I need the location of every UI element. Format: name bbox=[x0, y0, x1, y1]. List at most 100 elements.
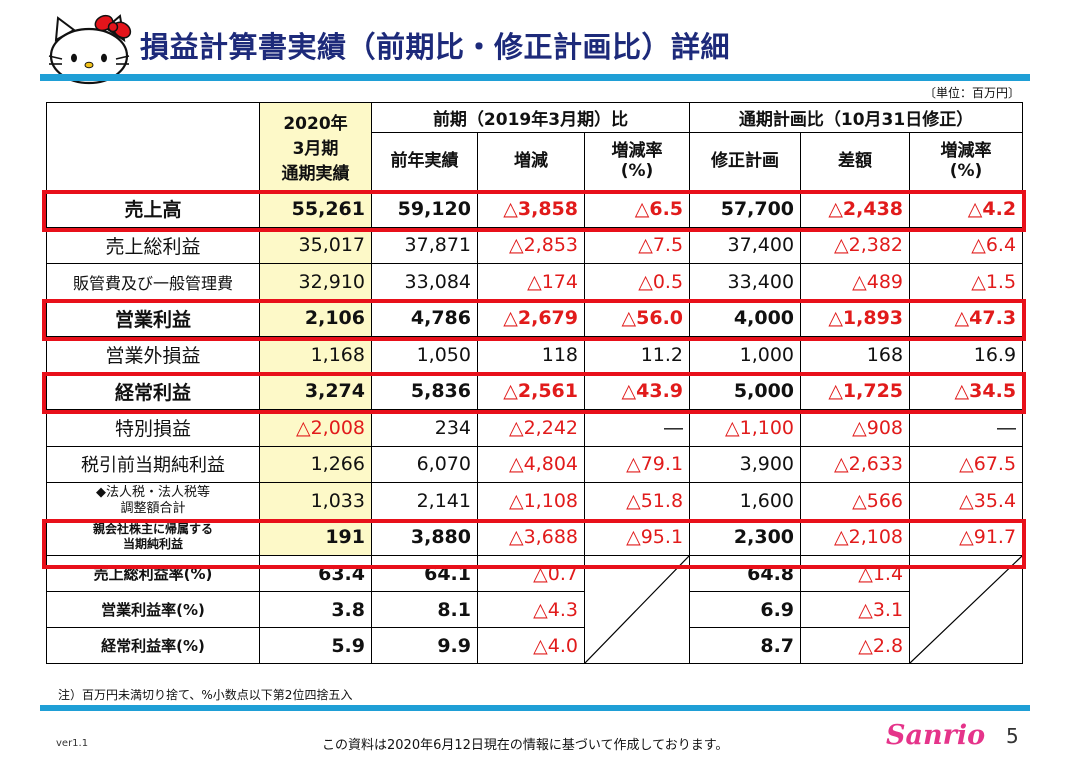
cell-change: △0.7 bbox=[477, 555, 585, 592]
cell-diff: △2.8 bbox=[800, 627, 911, 664]
header-prior-year-group: 前期（2019年3月期）比 bbox=[370, 102, 691, 133]
cell-actual: 1,266 bbox=[259, 445, 372, 483]
cell-actual: 2,106 bbox=[259, 299, 372, 337]
cell-change-rate: 11.2 bbox=[583, 336, 691, 374]
table-row-net-income-parent: 親会社株主に帰属する 当期純利益 191 3,880 △3,688 △95.1 2… bbox=[46, 518, 1024, 556]
row-label: 経常利益 bbox=[46, 372, 260, 410]
table-row-ordinary-margin: 経常利益率(%) 5.9 9.9 △4.0 8.7 △2.8 bbox=[46, 627, 1023, 664]
row-label: 特別損益 bbox=[46, 409, 260, 447]
cell-change-rate: △7.5 bbox=[583, 226, 691, 264]
cell-diff: △1.4 bbox=[800, 555, 911, 592]
title-divider bbox=[40, 74, 1030, 81]
header-difference-rate: 増減率 (%) bbox=[909, 132, 1024, 191]
footnote: 注）百万円未満切り捨て、%小数点以下第2位四捨五入 bbox=[58, 688, 353, 702]
version-label: ver1.1 bbox=[56, 738, 89, 749]
cell-change: △4,804 bbox=[477, 445, 585, 483]
cell-change-rate: △43.9 bbox=[583, 372, 691, 410]
row-label: 営業利益率(%) bbox=[46, 591, 260, 628]
cell-change-rate: △95.1 bbox=[583, 518, 691, 556]
cell-actual: 5.9 bbox=[259, 627, 372, 664]
cell-change-rate: △6.5 bbox=[583, 190, 691, 228]
table-row-gross-profit: 売上総利益 35,017 37,871 △2,853 △7.5 37,400 △… bbox=[46, 226, 1024, 264]
cell-change-rate: ― bbox=[583, 409, 691, 447]
cell-revised: 1,600 bbox=[689, 482, 802, 520]
cell-change-rate: △0.5 bbox=[583, 263, 691, 301]
cell-revised: 8.7 bbox=[689, 627, 802, 664]
cell-actual: 1,033 bbox=[259, 482, 372, 520]
table-row-operating-margin: 営業利益率(%) 3.8 8.1 △4.3 6.9 △3.1 bbox=[46, 591, 1023, 628]
cell-change-rate: △51.8 bbox=[583, 482, 691, 520]
cell-diff: △908 bbox=[800, 409, 911, 447]
income-statement-table: 2020年 3月期 通期実績 前期（2019年3月期）比 通期計画比（10月31日修… bbox=[46, 102, 1024, 664]
unit-label: 〔単位：百万円〕 bbox=[923, 86, 1020, 100]
cell-actual: 35,017 bbox=[259, 226, 372, 264]
cell-revised: △1,100 bbox=[689, 409, 802, 447]
header-difference: 差額 bbox=[800, 132, 911, 191]
row-label: 親会社株主に帰属する 当期純利益 bbox=[46, 518, 260, 556]
cell-diff: 168 bbox=[800, 336, 911, 374]
cell-diff: △1,893 bbox=[800, 299, 911, 337]
cell-actual: △2,008 bbox=[259, 409, 372, 447]
table-row-net-sales: 売上高 55,261 59,120 △3,858 △6.5 57,700 △2,… bbox=[46, 190, 1024, 228]
header-prior-actual: 前年実績 bbox=[371, 132, 478, 191]
table-row-extraordinary: 特別損益 △2,008 234 △2,242 ― △1,100 △908 ― bbox=[46, 409, 1024, 447]
table-row-ordinary-profit: 経常利益 3,274 5,836 △2,561 △43.9 5,000 △1,7… bbox=[46, 372, 1024, 410]
header-change-rate: 増減率 (%) bbox=[583, 132, 691, 191]
cell-prior: 4,786 bbox=[371, 299, 478, 337]
row-label: 販管費及び一般管理費 bbox=[46, 263, 260, 301]
disclaimer-text: この資料は2020年6月12日現在の情報に基づいて作成しております。 bbox=[322, 738, 729, 753]
cell-diff-rate: △6.4 bbox=[909, 226, 1024, 264]
cell-prior: 5,836 bbox=[371, 372, 478, 410]
cell-diff: △566 bbox=[800, 482, 911, 520]
cell-prior: 2,141 bbox=[371, 482, 478, 520]
cell-change: △2,561 bbox=[477, 372, 585, 410]
cell-diff: △1,725 bbox=[800, 372, 911, 410]
cell-actual: 3,274 bbox=[259, 372, 372, 410]
cell-prior: 37,871 bbox=[371, 226, 478, 264]
row-label: 売上総利益率(%) bbox=[46, 555, 260, 592]
cell-diff-rate: 16.9 bbox=[909, 336, 1024, 374]
row-label: 経常利益率(%) bbox=[46, 627, 260, 664]
row-label: 営業外損益 bbox=[46, 336, 260, 374]
header-plan-group: 通期計画比（10月31日修正） bbox=[689, 102, 1024, 133]
hello-kitty-mascot-icon bbox=[48, 14, 132, 85]
cell-diff-rate: △4.2 bbox=[909, 190, 1024, 228]
cell-change: △2,853 bbox=[477, 226, 585, 264]
table-row-sga: 販管費及び一般管理費 32,910 33,084 △174 △0.5 33,40… bbox=[46, 263, 1024, 301]
cell-revised: 3,900 bbox=[689, 445, 802, 483]
header-revised-plan: 修正計画 bbox=[689, 132, 802, 191]
cell-diff-rate: ― bbox=[909, 409, 1024, 447]
cell-revised: 4,000 bbox=[689, 299, 802, 337]
row-label: 売上総利益 bbox=[46, 226, 260, 264]
sanrio-logo: Sanrio bbox=[886, 720, 986, 751]
cell-diff-rate: △1.5 bbox=[909, 263, 1024, 301]
cell-diff: △2,108 bbox=[800, 518, 911, 556]
cell-prior: 64.1 bbox=[371, 555, 478, 592]
row-label: 税引前当期純利益 bbox=[46, 445, 260, 483]
cell-diff: △2,633 bbox=[800, 445, 911, 483]
cell-actual: 63.4 bbox=[259, 555, 372, 592]
cell-actual: 55,261 bbox=[259, 190, 372, 228]
cell-prior: 8.1 bbox=[371, 591, 478, 628]
cell-diff: △2,438 bbox=[800, 190, 911, 228]
cell-revised: 33,400 bbox=[689, 263, 802, 301]
cell-change: △3,858 bbox=[477, 190, 585, 228]
cell-revised: 37,400 bbox=[689, 226, 802, 264]
cell-change: △1,108 bbox=[477, 482, 585, 520]
cell-change-rate: △56.0 bbox=[583, 299, 691, 337]
cell-change: △4.3 bbox=[477, 591, 585, 628]
cell-revised: 57,700 bbox=[689, 190, 802, 228]
cell-change: △2,679 bbox=[477, 299, 585, 337]
cell-diff: △3.1 bbox=[800, 591, 911, 628]
cell-change: △174 bbox=[477, 263, 585, 301]
cell-prior: 9.9 bbox=[371, 627, 478, 664]
cell-prior: 33,084 bbox=[371, 263, 478, 301]
header-change: 増減 bbox=[477, 132, 585, 191]
cell-prior: 6,070 bbox=[371, 445, 478, 483]
cell-diff-rate: △35.4 bbox=[909, 482, 1024, 520]
cell-prior: 234 bbox=[371, 409, 478, 447]
cell-diff-rate: △47.3 bbox=[909, 299, 1024, 337]
cell-diff-rate: △91.7 bbox=[909, 518, 1024, 556]
cell-prior: 1,050 bbox=[371, 336, 478, 374]
cell-actual: 3.8 bbox=[259, 591, 372, 628]
